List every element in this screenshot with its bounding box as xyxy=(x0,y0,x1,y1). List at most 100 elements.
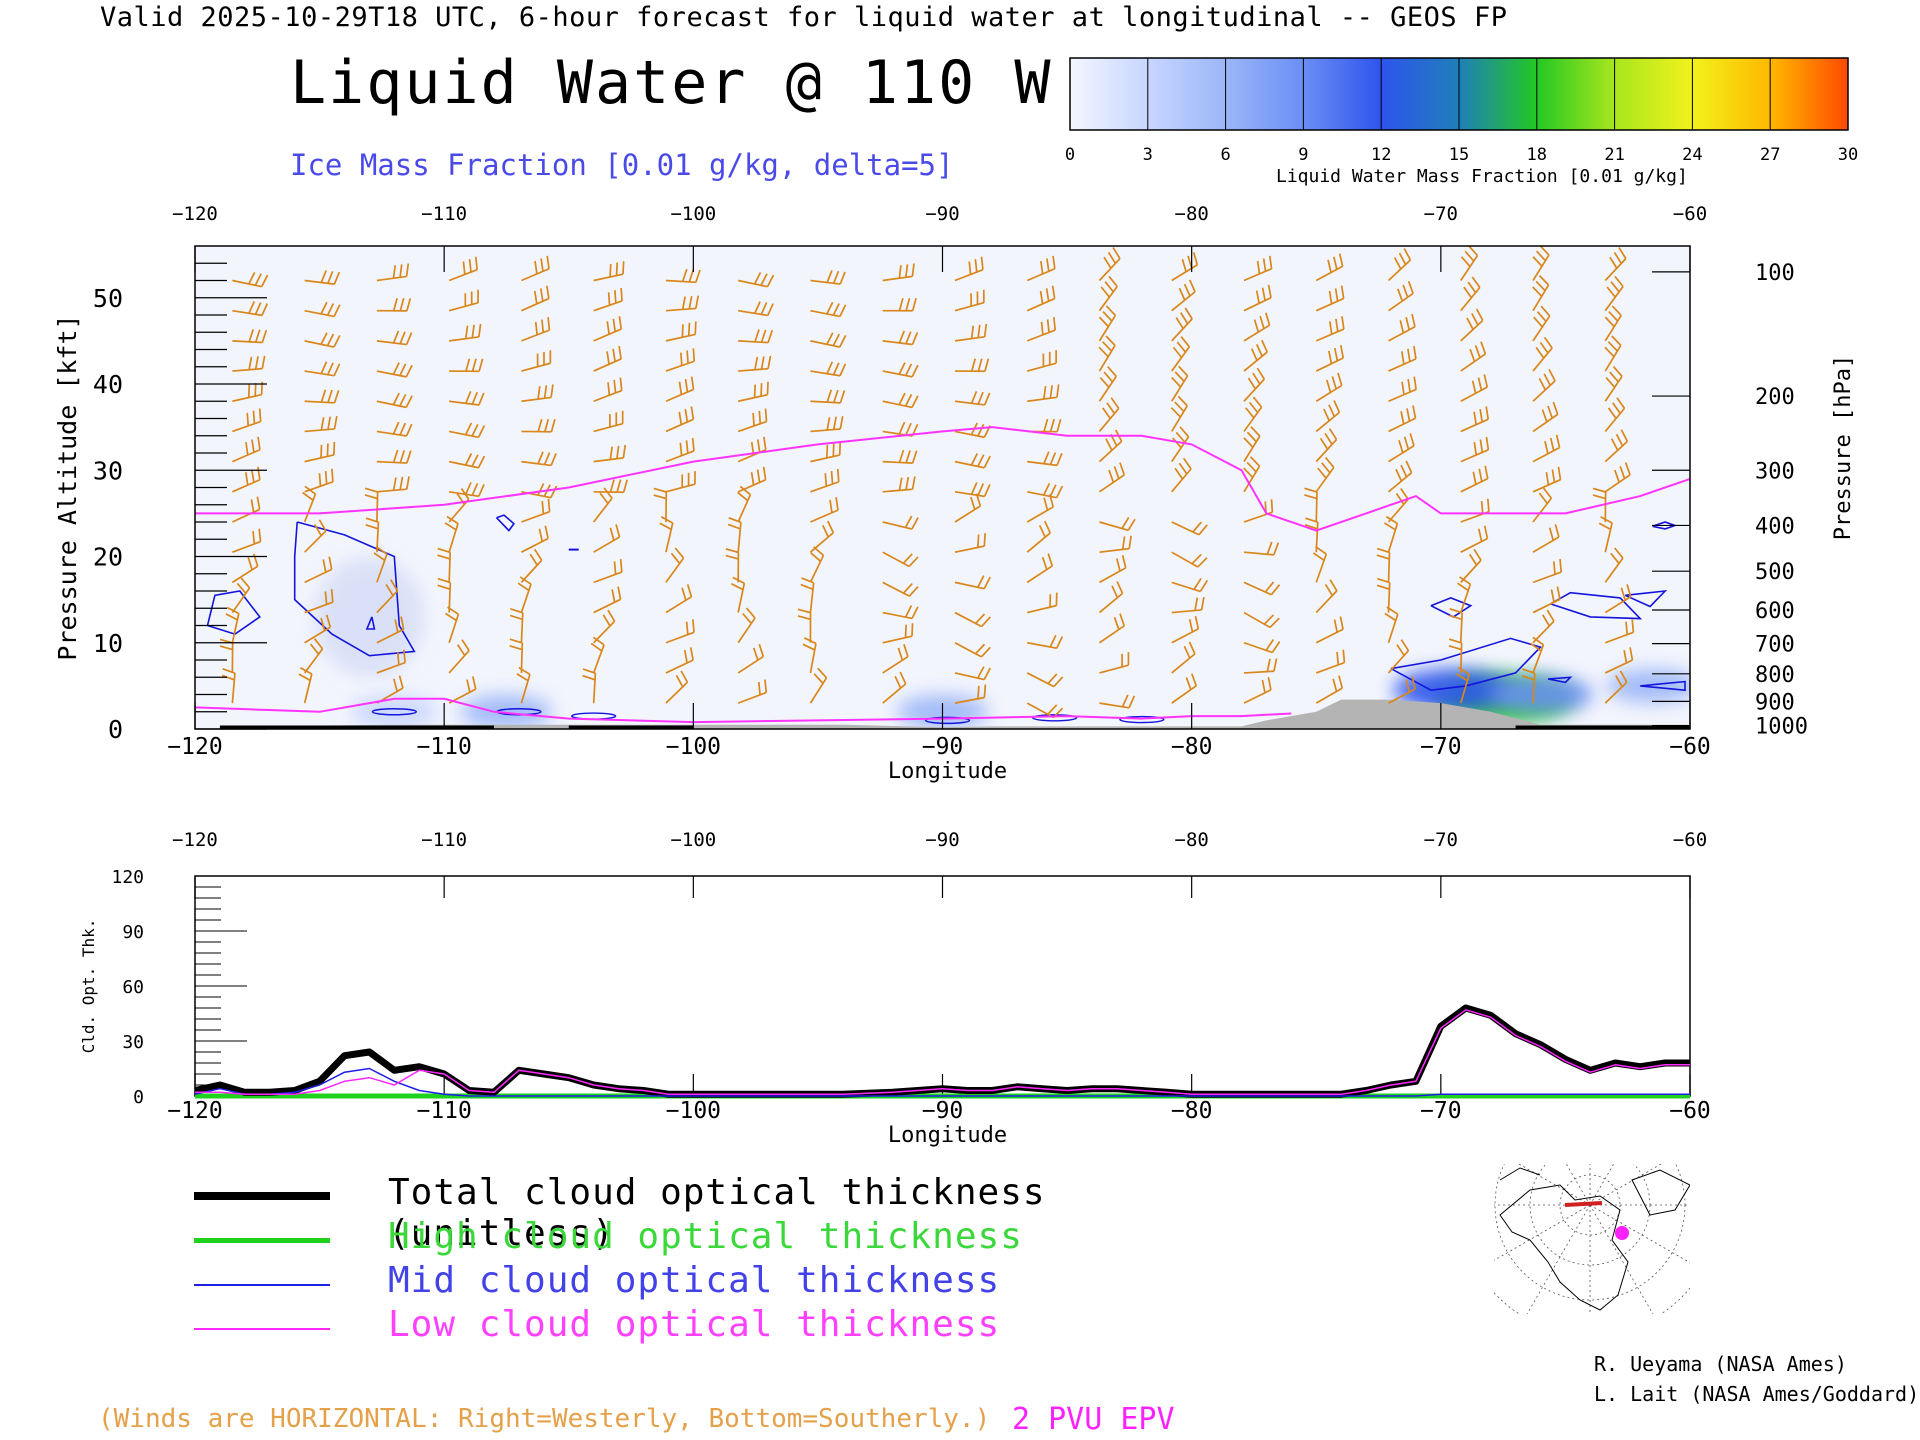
wind-barb xyxy=(1532,487,1553,523)
wind-barb xyxy=(521,418,556,433)
wind-barb-staff xyxy=(954,505,981,523)
wind-barb-feather xyxy=(318,473,322,487)
wind-barb-feather xyxy=(1046,319,1050,333)
wind-barb-feather xyxy=(1468,553,1478,566)
wind-barb-feather xyxy=(333,304,341,317)
ice-contour xyxy=(1547,676,1573,684)
wind-barb-staff xyxy=(1604,375,1623,402)
wind-barb-feather xyxy=(1098,316,1109,328)
wind-barb-feather xyxy=(1267,676,1272,691)
wind-barb-feather xyxy=(898,477,903,491)
wind-barb-staff xyxy=(737,478,766,493)
wind-barb-feather xyxy=(550,384,554,398)
x-tick-label-bottom: −80 xyxy=(1171,734,1213,760)
wind-barb-feather xyxy=(219,645,233,651)
wind-barb-staff xyxy=(1243,581,1272,596)
wind-barb-feather xyxy=(405,263,410,277)
wind-barb-feather xyxy=(1323,408,1330,422)
wind-barb-staff xyxy=(231,587,251,614)
wind-barb-feather xyxy=(1253,319,1260,333)
wind-barb-feather xyxy=(905,476,910,490)
wind-barb-feather xyxy=(1324,456,1335,469)
wind-barb-feather xyxy=(261,355,266,369)
wind-barb xyxy=(665,437,695,463)
wind-barb-feather xyxy=(1183,283,1191,297)
wind-barb-staff xyxy=(1315,297,1345,312)
map-meridian xyxy=(1589,1204,1654,1314)
wind-barb-feather xyxy=(983,533,986,547)
wind-barb-feather xyxy=(977,391,984,405)
wind-barb-feather xyxy=(1181,259,1187,272)
wind-barb-feather xyxy=(622,479,629,493)
wind-barb-staff xyxy=(232,508,260,523)
wind-barb-feather xyxy=(1460,256,1471,268)
wind-barb-feather xyxy=(1200,596,1205,611)
wind-barb-feather xyxy=(1338,675,1344,689)
wind-barb-staff xyxy=(809,554,825,583)
wind-barb-staff xyxy=(1460,537,1488,553)
wind-barb xyxy=(304,415,338,433)
wind-barb-feather xyxy=(403,649,406,663)
wind-barb-feather xyxy=(1486,498,1490,512)
wind-barb-feather xyxy=(830,471,834,485)
wind-barb xyxy=(1532,609,1555,644)
legend-label-mid: Mid cloud optical thickness xyxy=(388,1260,1001,1301)
right-axis-label: Pressure [hPa] xyxy=(1831,355,1856,540)
wind-barb-feather xyxy=(533,290,538,305)
wind-barb-staff xyxy=(448,582,452,613)
wind-barb-feather xyxy=(546,255,550,269)
x-tick-label-top: −90 xyxy=(925,203,959,225)
wind-barb-staff xyxy=(1171,264,1198,282)
wind-barb-feather xyxy=(247,384,251,398)
wind-barb-feather xyxy=(1250,426,1261,437)
wind-barb-feather xyxy=(1261,339,1268,353)
wind-barb-feather xyxy=(1261,679,1266,693)
y-tick-label: 30 xyxy=(122,1032,144,1053)
wind-barb xyxy=(1027,384,1060,403)
wind-barb xyxy=(1604,429,1629,463)
wind-barb-staff xyxy=(810,481,840,493)
wind-barb-feather xyxy=(541,319,545,333)
wind-barb-feather xyxy=(1315,546,1327,555)
wind-barb-feather xyxy=(750,472,755,486)
pressure-tick-label: 400 xyxy=(1755,514,1795,539)
x-tick-label-top: −80 xyxy=(1175,829,1209,851)
wind-barb-feather xyxy=(1055,636,1064,649)
wind-barb-feather xyxy=(1180,312,1189,325)
wind-barb-feather xyxy=(683,650,688,664)
wind-barb-feather xyxy=(756,439,761,453)
wind-barb-feather xyxy=(1376,584,1390,590)
wind-barb-feather xyxy=(302,491,314,501)
wind-barb-staff xyxy=(1243,351,1268,372)
wind-barb xyxy=(593,287,623,312)
wind-barb-staff xyxy=(448,301,479,312)
wind-barb-feather xyxy=(691,437,695,452)
wind-barb-feather xyxy=(256,496,261,510)
wind-barb-feather xyxy=(1121,536,1126,550)
wind-barb-staff xyxy=(1098,474,1125,493)
wind-barb-feather xyxy=(534,260,538,275)
wind-barb-feather xyxy=(550,485,558,499)
wind-barb-feather xyxy=(1324,432,1333,445)
map-meridian xyxy=(1589,1164,1615,1206)
wind-barb xyxy=(882,644,909,674)
wind-barb-feather xyxy=(692,348,696,362)
wind-barb-staff xyxy=(1460,255,1479,281)
wind-barb xyxy=(1304,487,1318,523)
wind-barb xyxy=(1098,247,1121,282)
wind-barb-staff xyxy=(665,659,694,674)
wind-barb xyxy=(810,270,846,285)
wind-barb-feather xyxy=(399,264,403,278)
wind-barb-feather xyxy=(612,348,616,362)
wind-barb-feather xyxy=(392,298,398,312)
wind-barb-feather xyxy=(1056,418,1062,432)
wind-barb xyxy=(1098,275,1118,312)
wind-barb-feather xyxy=(517,582,530,592)
wind-barb-feather xyxy=(1612,402,1621,414)
wind-barb-feather xyxy=(1192,521,1202,533)
wind-barb-feather xyxy=(509,614,523,621)
wind-barb-feather xyxy=(1339,616,1344,630)
wind-barb-staff xyxy=(1243,670,1274,674)
wind-barb-feather xyxy=(615,524,621,538)
wind-barb-staff xyxy=(882,683,907,704)
